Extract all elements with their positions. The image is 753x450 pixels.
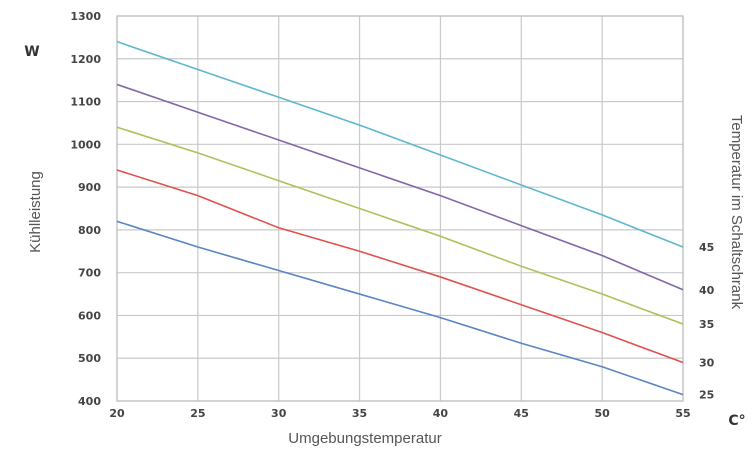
series-line-40	[116, 83, 684, 291]
y-tick-label: 400	[78, 395, 101, 408]
x-tick-label: 45	[514, 407, 529, 420]
x-tick-label: 25	[190, 407, 205, 420]
y-axis-title: Kühlleistung	[27, 171, 44, 253]
plot-frame	[116, 15, 684, 402]
series-line-30	[116, 169, 684, 364]
series-end-labels: 25 30 35 40 45	[699, 241, 715, 402]
series-line-35	[116, 126, 684, 325]
series-label-35: 35	[699, 318, 714, 331]
y-tick-label: 1100	[70, 96, 101, 109]
x-tick-labels: 20 25 30 35 40 45 50 55	[109, 407, 690, 420]
x-tick-label: 40	[433, 407, 449, 420]
x-tick-label: 55	[675, 407, 690, 420]
series-line-45	[116, 40, 684, 248]
y2-axis-title: Temperatur im Schaltschrank	[728, 115, 745, 310]
grid	[116, 15, 684, 402]
y-tick-labels: 400 500 600 700 800 900 1000 1100 1200 1300	[70, 10, 101, 408]
y-tick-label: 1000	[70, 138, 101, 151]
y-tick-label: 1300	[70, 10, 101, 23]
series-label-25: 25	[699, 389, 714, 402]
series-label-45: 45	[699, 241, 714, 254]
series-label-40: 40	[699, 284, 715, 297]
x-tick-label: 50	[594, 407, 610, 420]
y-tick-label: 800	[78, 224, 101, 237]
y-tick-label: 500	[78, 352, 101, 365]
series-lines	[116, 40, 684, 396]
y-tick-label: 900	[78, 181, 101, 194]
series-label-30: 30	[699, 357, 715, 370]
x-unit-label: C°	[728, 413, 745, 429]
x-tick-label: 30	[271, 407, 287, 420]
series-line-25	[116, 220, 684, 396]
y-tick-label: 700	[78, 267, 101, 280]
y-tick-label: 1200	[70, 53, 101, 66]
x-tick-label: 35	[352, 407, 367, 420]
x-tick-label: 20	[109, 407, 125, 420]
y-unit-label: W	[24, 44, 39, 60]
y-tick-label: 600	[78, 309, 101, 322]
x-axis-title: Umgebungstemperatur	[288, 430, 441, 447]
